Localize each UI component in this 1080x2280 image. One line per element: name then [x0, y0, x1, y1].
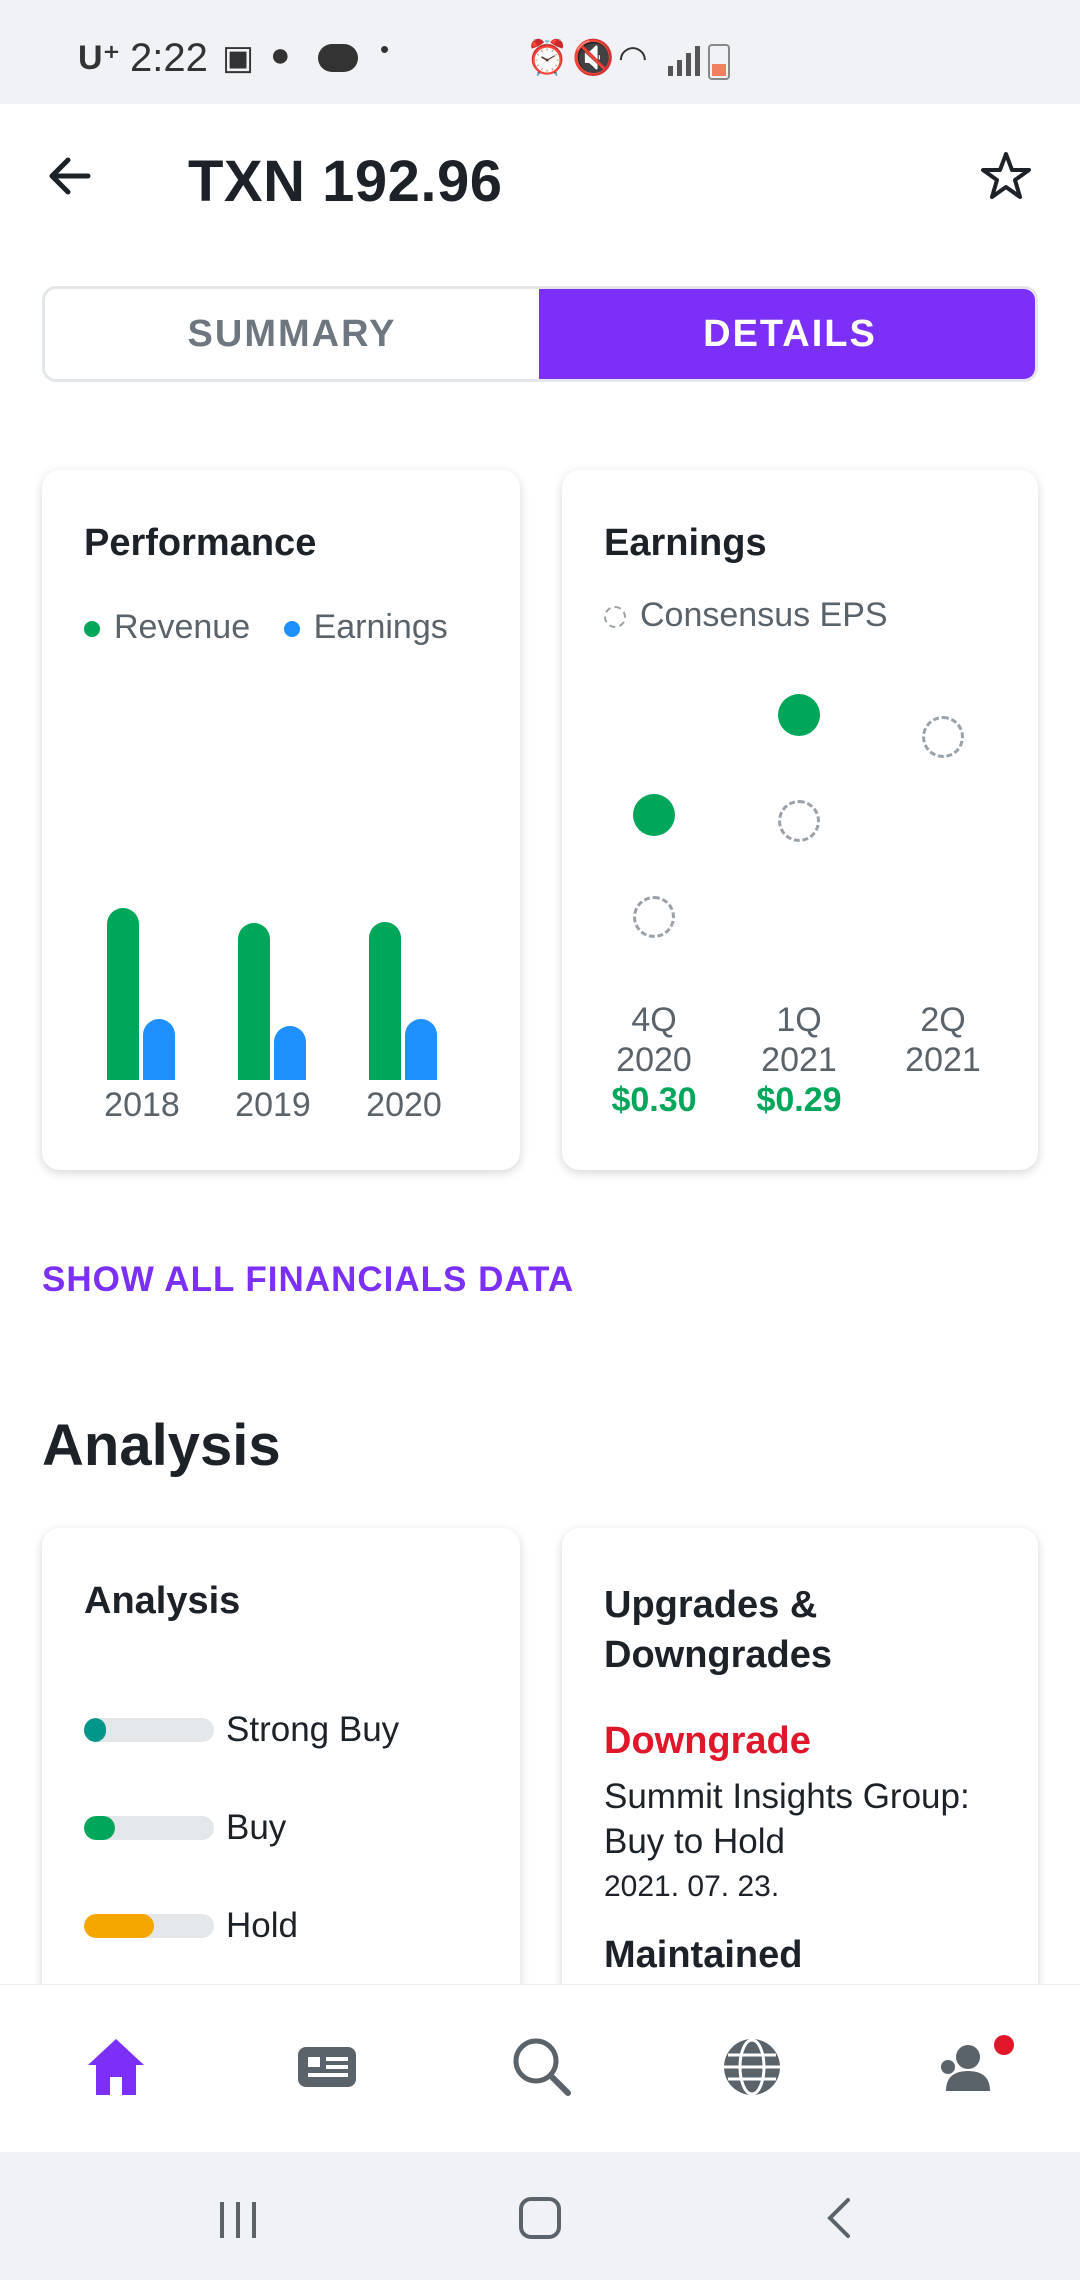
earnings-bar: [405, 1019, 437, 1080]
quarter-name: 4Q: [631, 1001, 677, 1039]
quarter-eps: $0.29: [756, 1081, 842, 1119]
globe-icon[interactable]: [720, 2035, 784, 2099]
legend-revenue: Revenue: [114, 608, 251, 646]
home-icon[interactable]: [84, 2035, 148, 2099]
consensus-legend-icon: [604, 606, 626, 629]
quarter-name: 1Q: [776, 1001, 822, 1039]
rating-bar: [84, 1816, 214, 1840]
quarter-year: 2020: [616, 1041, 692, 1079]
notification-dot-icon: •: [380, 34, 390, 64]
revenue-bar: [238, 923, 270, 1080]
star-icon: [981, 152, 1031, 199]
rating-bar-fill: [84, 1816, 116, 1840]
recent-apps-button[interactable]: [214, 2200, 264, 2240]
year-label: 2018: [104, 1086, 180, 1124]
battery-icon: [708, 44, 730, 80]
upgrades-title-line1: Upgrades &: [604, 1584, 818, 1626]
rating-date: 2021. 07. 23.: [604, 1870, 780, 1903]
back-nav-button[interactable]: [820, 2196, 860, 2242]
quarter-label: 2Q 2021: [873, 1000, 1013, 1080]
tab-switch: SUMMARY DETAILS: [42, 286, 1038, 382]
wifi-icon: ◠: [618, 39, 648, 77]
rating-change: Buy to Hold: [604, 1822, 785, 1861]
legend-consensus: Consensus EPS: [640, 596, 888, 634]
eps-actual-dot: [633, 794, 675, 836]
back-arrow-icon: [49, 157, 91, 195]
system-nav-bar: [0, 2152, 1080, 2280]
quarter-label: 4Q 2020 $0.30: [584, 1000, 724, 1120]
status-time: 2:22: [130, 36, 208, 80]
rating-action: Maintained: [604, 1934, 803, 1976]
performance-title: Performance: [84, 522, 317, 564]
tab-summary[interactable]: SUMMARY: [187, 312, 397, 355]
revenue-legend-dot: [84, 621, 100, 638]
upgrades-title: Upgrades & Downgrades: [604, 1580, 832, 1680]
eps-consensus-dot: [922, 716, 964, 758]
rating-bar: [84, 1718, 214, 1742]
carrier-label: U⁺: [78, 39, 121, 77]
earnings-card[interactable]: Earnings Consensus EPS 4Q 2020 $0.30 1Q …: [562, 470, 1038, 1170]
revenue-bar: [369, 922, 401, 1080]
upgrades-card[interactable]: Upgrades & Downgrades Downgrade Summit I…: [562, 1528, 1038, 2048]
chat-icon: [318, 44, 358, 72]
news-icon[interactable]: [296, 2037, 360, 2097]
quarter-year: 2021: [905, 1041, 981, 1079]
bottom-nav: [0, 1984, 1080, 2153]
legend-earnings: Earnings: [313, 608, 448, 646]
rating-action: Downgrade: [604, 1720, 811, 1762]
eps-consensus-dot: [633, 896, 675, 938]
page-title: TXN 192.96: [188, 149, 503, 214]
mute-icon: 🔇: [572, 39, 615, 77]
performance-legend: Revenue Earnings: [84, 608, 448, 647]
favorite-button[interactable]: [980, 150, 1040, 210]
quarter-year: 2021: [761, 1041, 837, 1079]
year-label: 2019: [235, 1086, 311, 1124]
eps-consensus-dot: [778, 800, 820, 842]
quarter-eps: $0.30: [611, 1081, 697, 1119]
performance-chart: 2018 2019 2020: [42, 470, 520, 1170]
rating-label: Strong Buy: [226, 1710, 400, 1749]
analysis-card-title: Analysis: [84, 1580, 241, 1622]
earnings-bar: [143, 1019, 175, 1080]
quarter-label: 1Q 2021 $0.29: [729, 1000, 869, 1120]
search-icon[interactable]: [510, 2035, 574, 2099]
year-label: 2020: [366, 1086, 442, 1124]
status-bar: U⁺ 2:22 ▣ ● • ⏰ 🔇 ◠: [0, 0, 1080, 104]
rating-bar-fill: [84, 1718, 107, 1742]
performance-card[interactable]: Performance Revenue Earnings 2018 2019 202…: [42, 470, 520, 1170]
signal-icon: [668, 46, 700, 81]
earnings-bar: [274, 1026, 306, 1080]
earnings-legend: Consensus EPS: [604, 596, 888, 635]
rating-firm: Summit Insights Group:: [604, 1777, 970, 1816]
revenue-bar: [107, 908, 139, 1080]
eps-actual-dot: [778, 694, 820, 736]
tab-details[interactable]: DETAILS: [539, 289, 1035, 379]
upgrades-title-line2: Downgrades: [604, 1634, 833, 1676]
rating-label: Hold: [226, 1906, 298, 1945]
analysis-heading: Analysis: [42, 1413, 281, 1478]
alarm-icon: ⏰: [526, 39, 569, 77]
analysis-card[interactable]: Analysis Strong Buy Buy Hold: [42, 1528, 520, 2048]
rating-bar-fill: [84, 1914, 155, 1938]
record-icon: ●: [270, 36, 291, 74]
home-button[interactable]: [518, 2196, 564, 2242]
earnings-legend-dot: [283, 621, 300, 638]
back-button[interactable]: [40, 148, 110, 218]
show-all-financials-link[interactable]: SHOW ALL FINANCIALS DATA: [42, 1260, 575, 1299]
profile-icon[interactable]: [934, 2033, 1014, 2101]
rating-label: Buy: [226, 1808, 287, 1847]
rating-bar: [84, 1914, 214, 1938]
gallery-icon: ▣: [222, 39, 255, 77]
quarter-name: 2Q: [920, 1001, 966, 1039]
earnings-title: Earnings: [604, 522, 767, 564]
